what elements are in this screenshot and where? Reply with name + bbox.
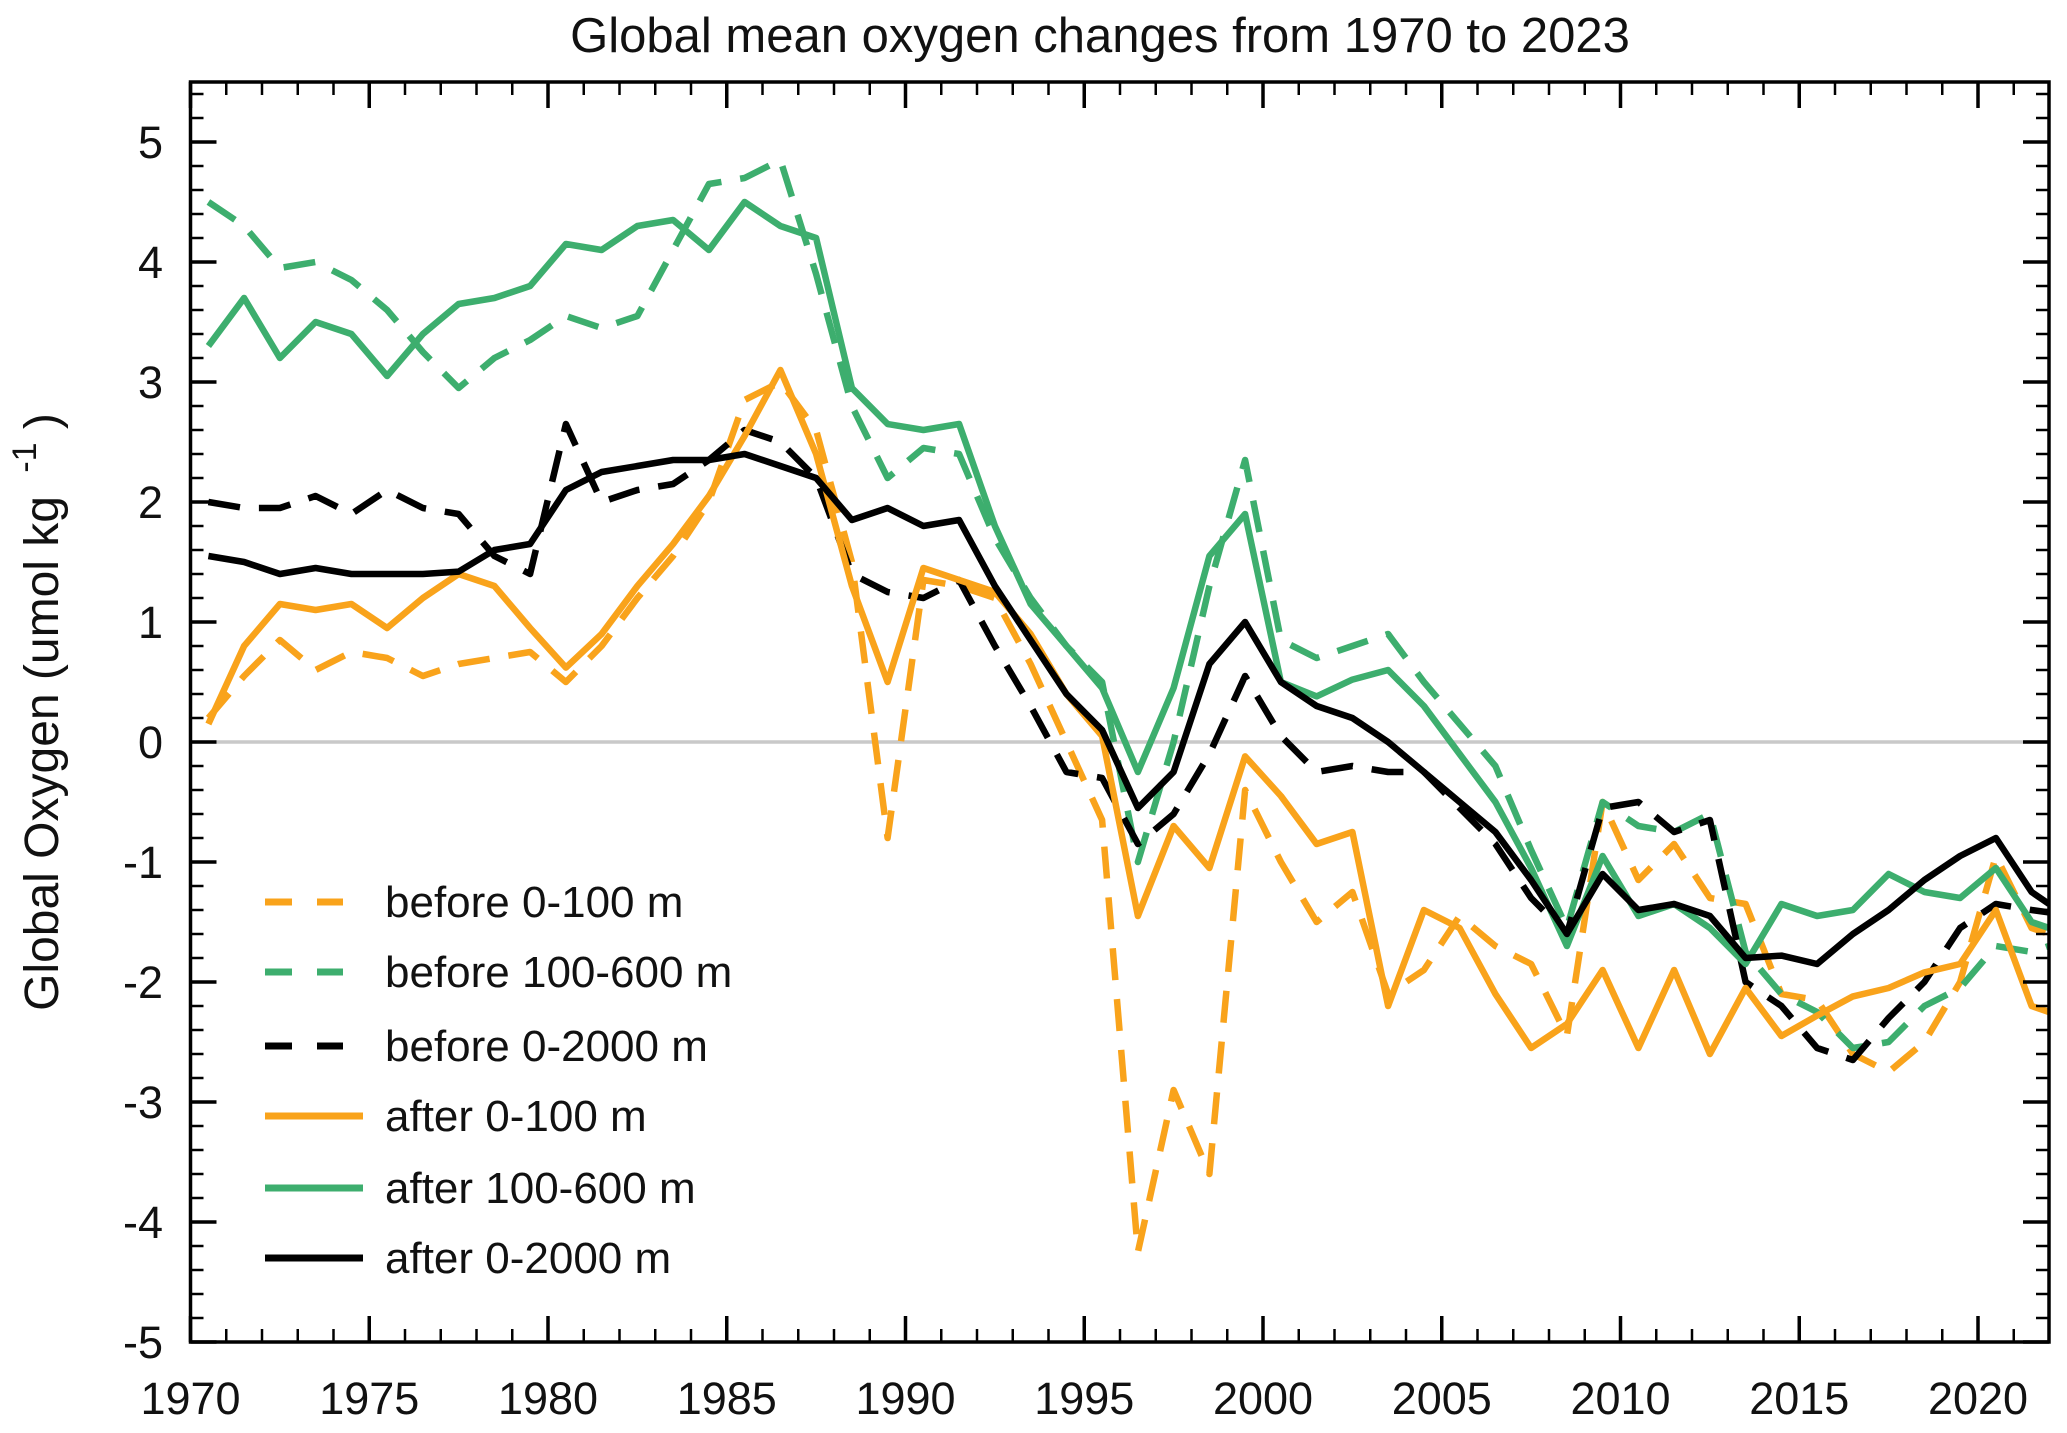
x-tick-label: 1995 <box>1034 1373 1134 1424</box>
legend-item-before-0-100-m: before 0-100 m <box>265 878 683 927</box>
legend-label: before 100-600 m <box>385 948 732 997</box>
y-tick-label: -4 <box>123 1197 163 1248</box>
plot-box <box>188 80 2051 1344</box>
y-tick-label: 5 <box>138 117 163 168</box>
x-tick-labels-group: 1970 1975 1980 1985 1990 1995 2000 2005 2010 2015… <box>140 1373 2028 1424</box>
x-tick-label: 1975 <box>319 1373 419 1424</box>
y-axis-label-superscript: -1 <box>6 442 44 472</box>
series-line-before-0-2000-m <box>207 420 2049 1064</box>
legend-item-before-0-2000-m: before 0-2000 m <box>265 1022 708 1071</box>
x-tick-label: 2000 <box>1213 1373 1313 1424</box>
y-tick-label: -2 <box>123 957 163 1008</box>
y-axis-label: Global Oxygen (umol kg -1 ) <box>0 413 69 1011</box>
x-tick-label: 1985 <box>677 1373 777 1424</box>
series-line-after-0-2000-m <box>207 450 2049 968</box>
chart-title: Global mean oxygen changes from 1970 to … <box>570 9 1630 63</box>
legend-item-before-100-600-m: before 100-600 m <box>265 948 732 997</box>
series-lines-group <box>205 156 2049 1256</box>
legend: before 0-100 m before 100-600 m before 0-2… <box>265 878 732 1283</box>
axes-group <box>188 82 2049 1344</box>
x-tick-label: 2020 <box>1928 1373 2028 1424</box>
y-tick-label: 2 <box>138 477 163 528</box>
x-tick-label: 1970 <box>140 1373 240 1424</box>
x-tick-label: 2010 <box>1570 1373 1670 1424</box>
y-tick-label: 4 <box>138 237 163 288</box>
x-tick-label: 2005 <box>1392 1373 1492 1424</box>
y-tick-label: 3 <box>138 357 163 408</box>
y-tick-label: -5 <box>123 1317 163 1368</box>
y-axis-label-close: ) <box>16 413 69 429</box>
legend-label: after 100-600 m <box>385 1164 696 1213</box>
x-tick-label: 1980 <box>498 1373 598 1424</box>
legend-label: before 0-100 m <box>385 878 683 927</box>
y-tick-label: -3 <box>123 1077 163 1128</box>
legend-item-after-100-600-m: after 100-600 m <box>265 1164 696 1213</box>
legend-label: before 0-2000 m <box>385 1022 708 1071</box>
legend-label: after 0-100 m <box>385 1092 647 1141</box>
series-line-before-100-600-m <box>206 156 2049 1052</box>
x-tick-label: 2015 <box>1749 1373 1849 1424</box>
legend-item-after-0-100-m: after 0-100 m <box>265 1092 647 1141</box>
y-axis-label-main: Global Oxygen (umol kg <box>16 496 69 1011</box>
y-tick-label: 0 <box>138 717 163 768</box>
series-line-after-100-600-m <box>205 198 2049 968</box>
y-tick-labels-group: 5 4 3 2 1 0 -1 -2 -3 -4 -5 <box>123 117 163 1368</box>
y-tick-label: -1 <box>123 837 163 888</box>
legend-item-after-0-2000-m: after 0-2000 m <box>265 1234 671 1283</box>
series-line-after-0-100-m <box>205 366 2049 1058</box>
legend-label: after 0-2000 m <box>385 1234 671 1283</box>
y-tick-label: 1 <box>138 597 163 648</box>
x-tick-label: 1990 <box>855 1373 955 1424</box>
series-line-before-0-100-m <box>205 378 2049 1256</box>
